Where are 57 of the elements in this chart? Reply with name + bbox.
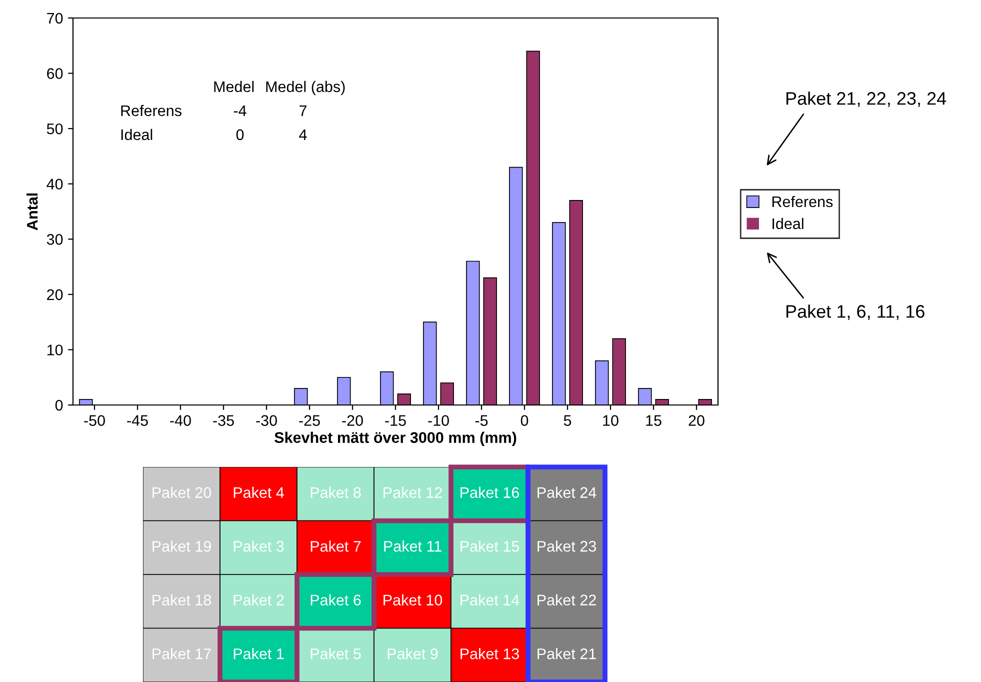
text: Paket 4 <box>234 486 284 498</box>
annotation: 0 <box>236 129 244 140</box>
annotation: Medel (abs) <box>266 80 345 96</box>
x-tick-label: -20 <box>342 415 363 426</box>
annotation: -4 <box>234 105 246 116</box>
y-axis-title: Antal <box>26 193 38 230</box>
text: Paket 5 <box>310 648 361 660</box>
legend-label: Referens <box>772 196 833 208</box>
text: Paket 7 <box>310 540 361 552</box>
text: Paket 21, 22, 23, 24 <box>786 92 946 107</box>
annotation: Referens <box>121 104 182 116</box>
text: Paket 21 <box>538 648 596 660</box>
annotation: 4 <box>299 129 307 140</box>
x-axis-title: Skevhet mätt över 3000 mm (mm) <box>274 432 516 446</box>
x-tick-label: 5 <box>564 415 572 426</box>
text: Paket 11 <box>384 540 442 552</box>
y-tick-label: 70 <box>47 12 63 24</box>
x-tick-label: 20 <box>688 415 704 426</box>
text: Paket 12 <box>384 486 442 498</box>
y-tick-label: 40 <box>46 178 63 190</box>
text: Paket 2 <box>234 594 284 606</box>
x-tick-label: -40 <box>170 415 191 426</box>
legend-label: Ideal <box>772 218 804 230</box>
x-tick-label: -35 <box>213 415 234 426</box>
annotation: Medel <box>214 80 254 92</box>
x-tick-label: -5 <box>475 415 488 426</box>
text: Paket 3 <box>234 540 284 552</box>
text: Paket 9 <box>388 648 438 660</box>
x-tick-label: -25 <box>299 415 320 426</box>
y-tick-label: 0 <box>55 400 63 411</box>
x-tick-label: -45 <box>127 415 148 426</box>
x-tick-label: 10 <box>603 415 618 426</box>
text: Paket 13 <box>460 648 519 660</box>
annotation: 7 <box>300 105 306 116</box>
y-tick-label: 50 <box>46 123 63 134</box>
y-tick-label: 20 <box>47 289 63 300</box>
y-tick-label: 60 <box>47 68 63 79</box>
x-tick-label: -30 <box>256 415 277 426</box>
x-tick-label: -50 <box>84 415 105 426</box>
text: Paket 6 <box>310 594 361 606</box>
text: Paket 8 <box>310 486 361 498</box>
annotation: Ideal <box>121 128 152 140</box>
text: Paket 16 <box>460 486 519 498</box>
x-tick-label: -10 <box>428 415 449 426</box>
y-tick-label: 10 <box>47 344 63 356</box>
x-tick-label: -15 <box>385 415 406 426</box>
text: Paket 1 <box>234 648 284 660</box>
y-tick-label: 30 <box>46 234 63 245</box>
text: Paket 14 <box>460 594 520 606</box>
text: Paket 1, 6, 11, 16 <box>786 304 924 320</box>
text: Paket 23 <box>538 540 596 552</box>
x-tick-label: 0 <box>520 415 528 426</box>
text: Paket 22 <box>538 594 596 606</box>
text: Paket 10 <box>384 594 442 606</box>
text: Paket 24 <box>538 486 596 498</box>
text: Paket 15 <box>460 540 520 552</box>
x-tick-label: 15 <box>646 415 662 426</box>
